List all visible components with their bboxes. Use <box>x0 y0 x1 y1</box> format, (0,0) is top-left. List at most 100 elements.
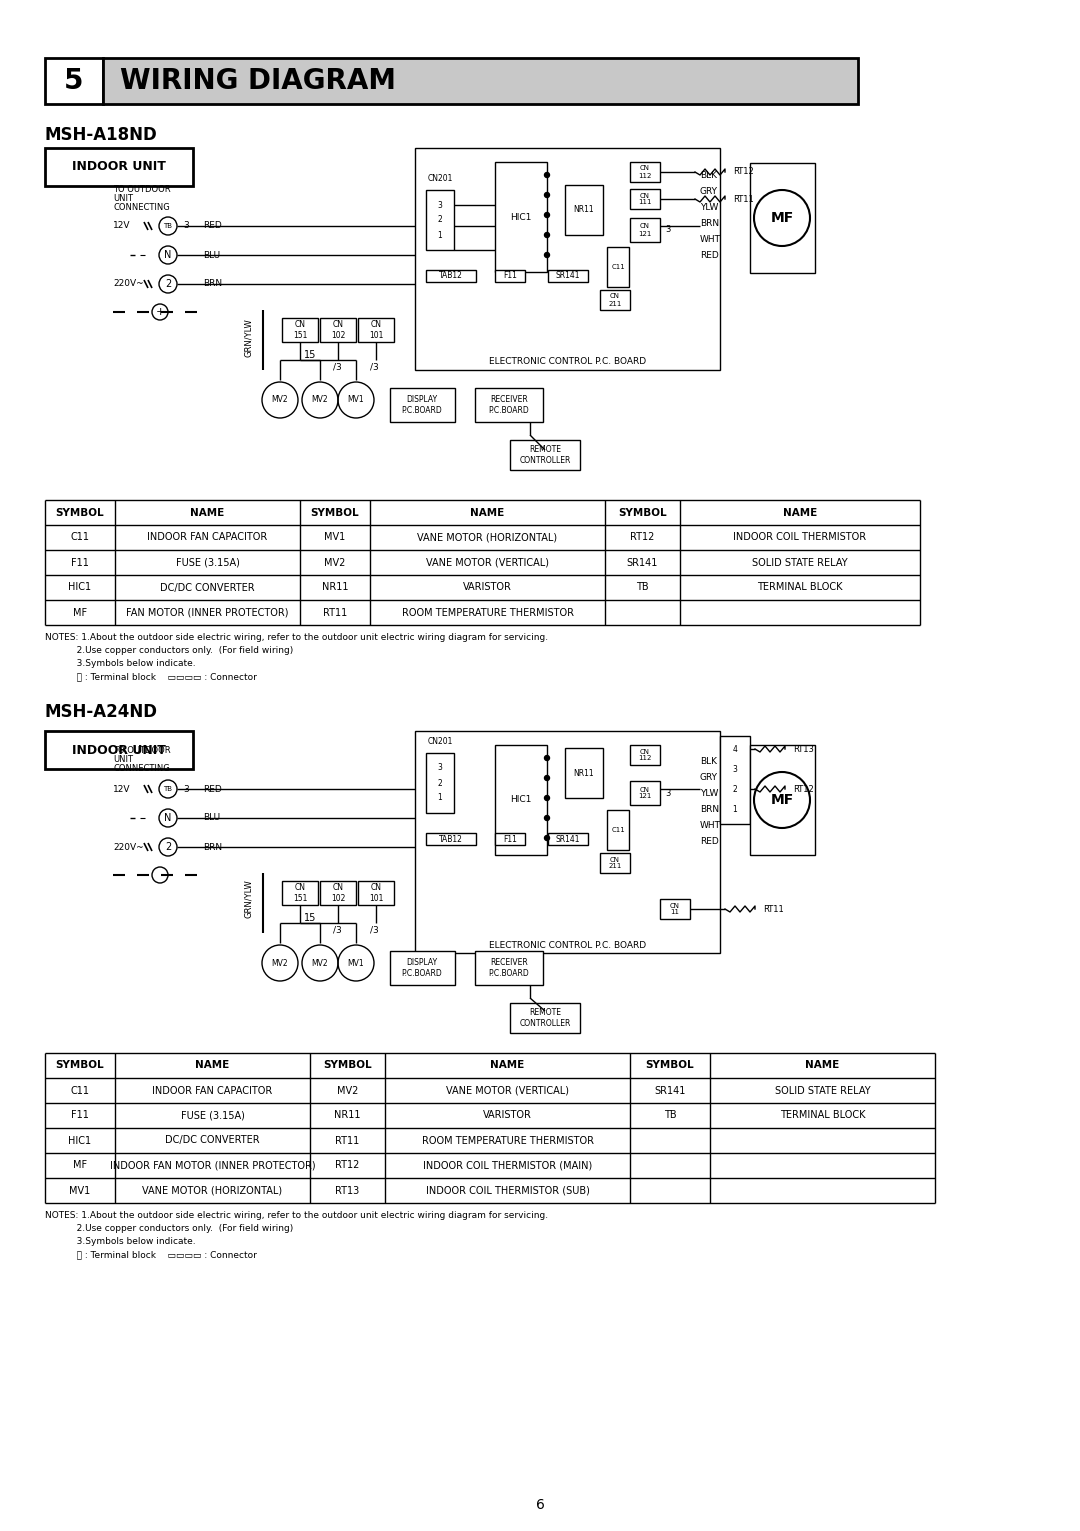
Text: WHT: WHT <box>700 234 721 243</box>
Bar <box>45 149 193 185</box>
Text: CN
151: CN 151 <box>293 320 307 340</box>
Text: BRN: BRN <box>700 804 719 813</box>
Text: RED: RED <box>700 836 719 845</box>
Bar <box>630 162 660 182</box>
Text: ⓣ : Terminal block    ▭▭▭▭ : Connector: ⓣ : Terminal block ▭▭▭▭ : Connector <box>45 1249 257 1258</box>
Text: +: + <box>156 308 164 317</box>
Text: CN
102: CN 102 <box>330 883 346 903</box>
Text: F11: F11 <box>71 557 89 568</box>
Text: INDOOR FAN MOTOR (INNER PROTECTOR): INDOOR FAN MOTOR (INNER PROTECTOR) <box>110 1160 315 1171</box>
Text: CN
121: CN 121 <box>638 224 651 236</box>
Text: NAME: NAME <box>471 507 504 517</box>
Bar <box>426 269 476 282</box>
Text: F11: F11 <box>503 834 517 844</box>
Text: NOTES: 1.About the outdoor side electric wiring, refer to the outdoor unit elect: NOTES: 1.About the outdoor side electric… <box>45 632 549 641</box>
Text: INDOOR FAN CAPACITOR: INDOOR FAN CAPACITOR <box>152 1085 272 1096</box>
Text: 3: 3 <box>437 764 443 773</box>
Text: 3: 3 <box>437 201 443 210</box>
Text: SR141: SR141 <box>556 834 580 844</box>
Text: 2: 2 <box>165 279 171 289</box>
Text: SR141: SR141 <box>626 557 658 568</box>
Text: F11: F11 <box>71 1110 89 1121</box>
Text: C11: C11 <box>70 1085 90 1096</box>
Circle shape <box>544 193 550 197</box>
Text: C11: C11 <box>611 827 625 833</box>
Text: ⓣ : Terminal block    ▭▭▭▭ : Connector: ⓣ : Terminal block ▭▭▭▭ : Connector <box>45 672 257 681</box>
Text: BRN: BRN <box>203 842 222 851</box>
Text: 3: 3 <box>665 225 671 234</box>
Bar <box>495 269 525 282</box>
Bar <box>660 899 690 919</box>
Text: GRN/YLW: GRN/YLW <box>243 318 253 357</box>
Text: CN
101: CN 101 <box>368 320 383 340</box>
Text: MF: MF <box>73 608 87 617</box>
Bar <box>45 58 103 104</box>
Bar <box>630 781 660 805</box>
Text: MF: MF <box>770 793 794 807</box>
Text: BLU: BLU <box>203 251 220 259</box>
Bar <box>475 951 543 984</box>
Text: MF: MF <box>770 211 794 225</box>
Bar <box>390 387 455 423</box>
Circle shape <box>544 836 550 841</box>
Text: CONNECTING: CONNECTING <box>113 764 170 773</box>
Text: N: N <box>164 250 172 260</box>
Text: 12V: 12V <box>113 222 131 231</box>
Text: CN201: CN201 <box>428 175 453 184</box>
Text: RECEIVER
P.C.BOARD: RECEIVER P.C.BOARD <box>488 395 529 415</box>
Text: GRY: GRY <box>700 187 718 196</box>
Circle shape <box>544 755 550 761</box>
Bar <box>415 730 720 952</box>
Text: MV1: MV1 <box>348 395 364 404</box>
Text: CN201: CN201 <box>428 736 453 746</box>
Text: TO OUTDOOR: TO OUTDOOR <box>113 185 171 194</box>
Text: NAME: NAME <box>490 1061 525 1070</box>
Bar <box>357 880 394 905</box>
Text: 1: 1 <box>437 231 443 239</box>
Text: RT11: RT11 <box>336 1136 360 1145</box>
Text: C11: C11 <box>70 533 90 542</box>
Bar <box>415 149 720 371</box>
Text: GRN/YLW: GRN/YLW <box>243 880 253 919</box>
Text: 1: 1 <box>732 804 738 813</box>
Text: TB: TB <box>163 224 173 230</box>
Bar <box>495 833 525 845</box>
Text: MV2: MV2 <box>312 958 328 968</box>
Text: YLW: YLW <box>700 202 718 211</box>
Text: CN
11: CN 11 <box>670 902 680 916</box>
Text: CN
121: CN 121 <box>638 787 651 799</box>
Text: TAB12: TAB12 <box>440 271 463 280</box>
Text: HIC1: HIC1 <box>511 796 531 804</box>
Text: GRY: GRY <box>700 773 718 781</box>
Text: 1: 1 <box>437 793 443 802</box>
Bar <box>357 318 394 341</box>
Bar <box>548 833 588 845</box>
Circle shape <box>544 776 550 781</box>
Text: INDOOR UNIT: INDOOR UNIT <box>72 161 166 173</box>
Text: DC/DC CONVERTER: DC/DC CONVERTER <box>165 1136 260 1145</box>
Text: 2: 2 <box>732 784 738 793</box>
Text: /3: /3 <box>370 926 379 934</box>
Text: MV2: MV2 <box>272 958 288 968</box>
Text: REMOTE
CONTROLLER: REMOTE CONTROLLER <box>519 446 570 465</box>
Text: MV2: MV2 <box>312 395 328 404</box>
Text: CN
151: CN 151 <box>293 883 307 903</box>
Text: MV1: MV1 <box>348 958 364 968</box>
Text: TB: TB <box>163 785 173 792</box>
Bar <box>548 269 588 282</box>
Bar <box>426 190 454 250</box>
Bar <box>282 880 318 905</box>
Text: 3: 3 <box>665 788 671 798</box>
Text: SYMBOL: SYMBOL <box>323 1061 372 1070</box>
Text: SYMBOL: SYMBOL <box>56 1061 105 1070</box>
Text: HIC1: HIC1 <box>68 582 92 592</box>
Bar <box>510 439 580 470</box>
Text: INDOOR FAN CAPACITOR: INDOOR FAN CAPACITOR <box>147 533 268 542</box>
Text: SYMBOL: SYMBOL <box>56 507 105 517</box>
Text: WIRING DIAGRAM: WIRING DIAGRAM <box>120 67 396 95</box>
Bar <box>565 749 603 798</box>
Text: 6: 6 <box>536 1497 544 1513</box>
Bar <box>720 736 750 824</box>
Bar <box>607 246 629 286</box>
Text: SR141: SR141 <box>556 271 580 280</box>
